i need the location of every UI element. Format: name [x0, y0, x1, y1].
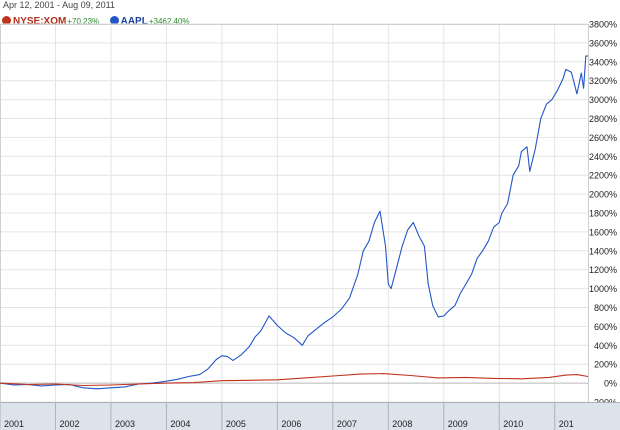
x-tick-label: 2009	[448, 419, 468, 429]
legend-series-change: +3462.40%	[148, 17, 190, 26]
y-tick-label: 0%	[604, 379, 617, 389]
date-separator: -	[54, 0, 63, 10]
x-tick-label: 2005	[226, 419, 246, 429]
legend-series-name: NYSE:XOM	[13, 16, 67, 27]
date-range: Apr 12, 2001 - Aug 09, 2011	[3, 0, 115, 10]
y-tick-label: 1200%	[589, 265, 617, 275]
y-tick-label: 1600%	[589, 227, 617, 237]
x-axis-strip	[0, 402, 620, 430]
x-tick-label: 2008	[392, 419, 412, 429]
y-tick-label: 1800%	[589, 209, 617, 219]
chart-legend: NYSE:XOM+70.23% AAPL+3462.40%	[2, 11, 196, 27]
x-tick-label: 2006	[281, 419, 301, 429]
circle-marker-icon	[109, 16, 119, 25]
legend-series-change: +70.23%	[67, 17, 100, 26]
date-start: Apr 12, 2001	[3, 0, 55, 10]
y-tick-label: 1000%	[589, 284, 617, 294]
x-tick-label: 2004	[170, 419, 190, 429]
x-tick-label: 2003	[115, 419, 135, 429]
y-tick-label: 2000%	[589, 190, 617, 200]
x-tick-label: 2002	[59, 419, 79, 429]
legend-series-name: AAPL	[120, 16, 148, 27]
series-line-aapl	[0, 55, 589, 390]
y-tick-label: 3000%	[589, 95, 617, 105]
y-tick-label: 2400%	[589, 152, 617, 162]
chart-header: Apr 12, 2001 - Aug 09, 2011 NYSE:XOM+70.…	[0, 0, 620, 27]
y-tick-label: 3600%	[589, 38, 617, 48]
y-tick-label: 600%	[594, 322, 617, 332]
y-tick-label: 3400%	[589, 57, 617, 67]
y-tick-label: 1400%	[589, 246, 617, 256]
y-tick-label: 800%	[594, 303, 617, 313]
y-tick-label: 2800%	[589, 114, 617, 124]
legend-entry-xom[interactable]: NYSE:XOM+70.23%	[2, 11, 99, 29]
y-tick-label: 2600%	[589, 133, 617, 143]
circle-marker-icon	[2, 16, 11, 25]
y-tick-label: 400%	[594, 341, 617, 351]
legend-entry-aapl[interactable]: AAPL+3462.40%	[109, 11, 190, 29]
x-tick-label: 2010	[503, 419, 523, 429]
x-tick-label: 2007	[337, 419, 357, 429]
date-end: Aug 09, 2011	[62, 0, 115, 10]
x-tick-label: 201	[559, 419, 574, 429]
y-tick-label: 2200%	[589, 171, 617, 181]
series-line-nyse-xom	[0, 373, 589, 387]
x-tick-label: 2001	[4, 419, 24, 429]
y-tick-label: 3800%	[589, 20, 617, 30]
y-tick-label: 200%	[594, 360, 617, 370]
y-tick-label: 3200%	[589, 76, 617, 86]
